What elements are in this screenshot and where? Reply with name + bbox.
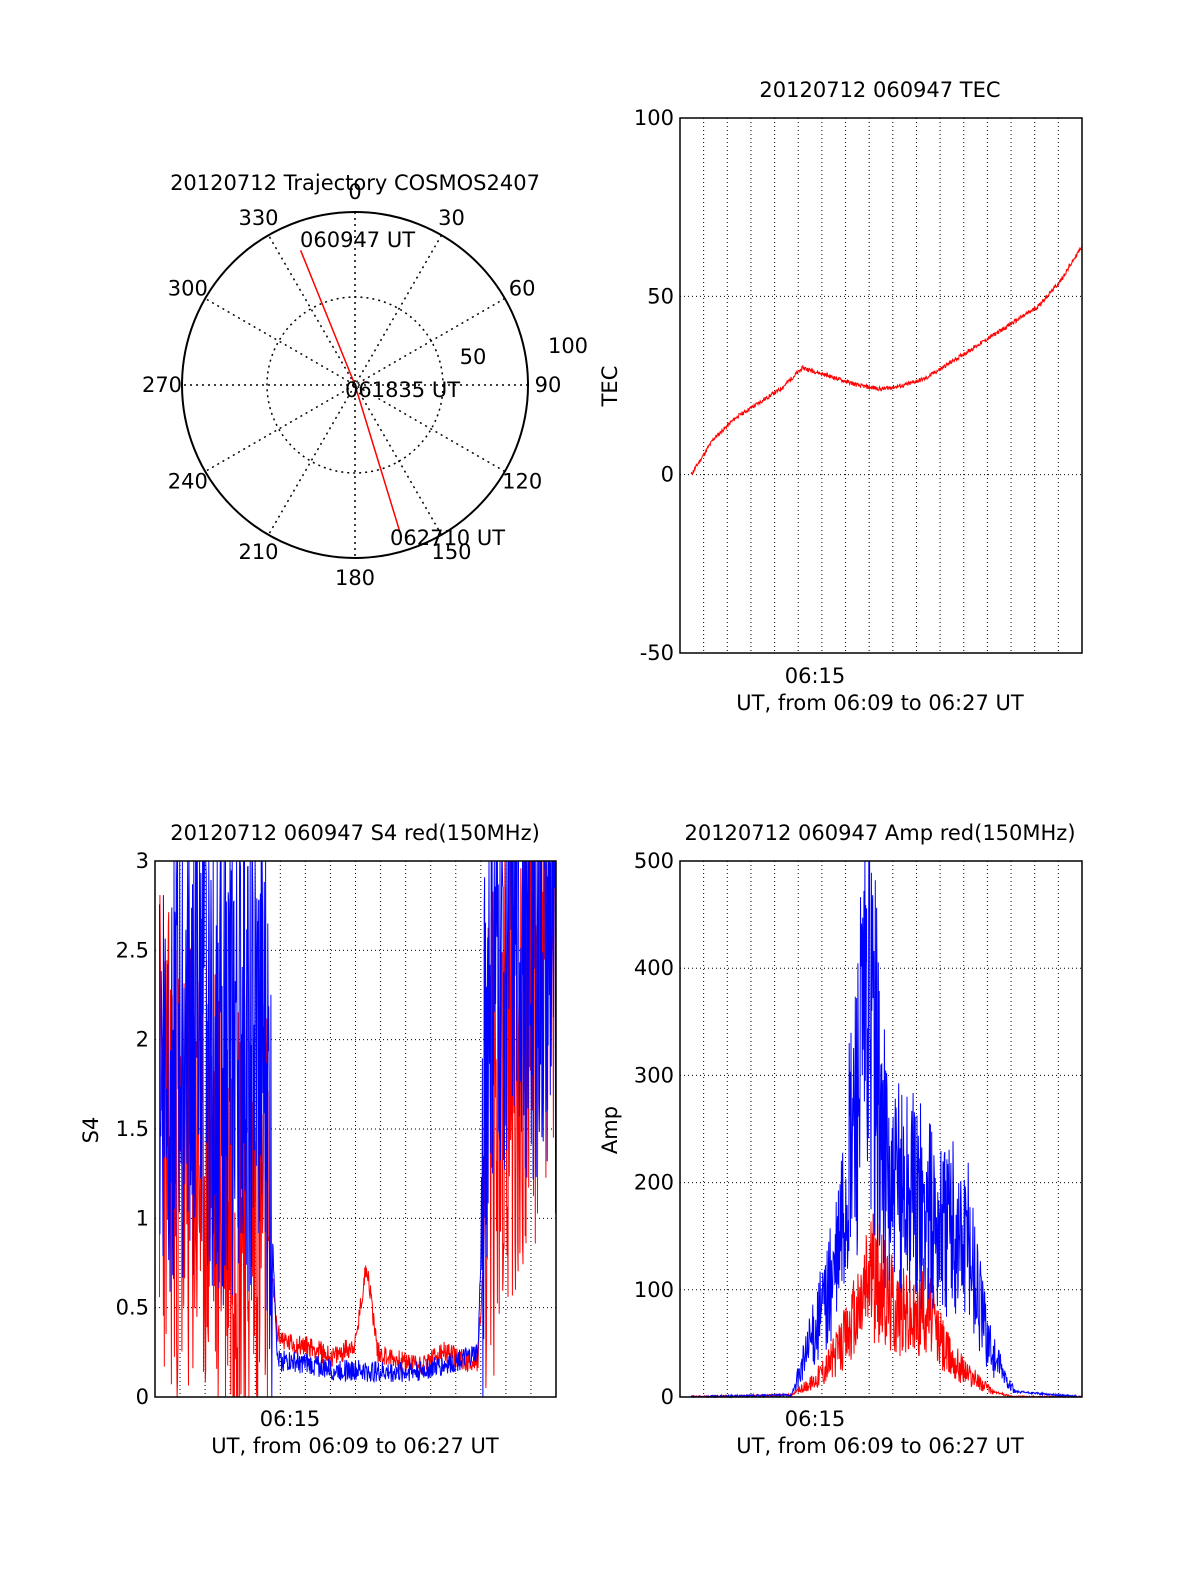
amp-plot-frame [679,860,1083,1398]
p-amp-y-tick-label: 100 [634,1278,674,1302]
polar-azimuth-label-330: 330 [238,206,278,230]
polar-spoke-120 [204,297,506,473]
p-tec-y-tick-label: 0 [661,463,674,487]
tec-chart: 20120712 060947 TEC -50 0 50 100 06:15 UT, … [598,78,1083,715]
trajectory-start-label: 060947 UT [300,228,415,252]
p-tec-y-tick-label: 50 [647,284,674,308]
polar-azimuth-label-210: 210 [238,540,278,564]
p-amp-y-tick-label: 500 [634,849,674,873]
p-amp-series-1 [691,1213,1083,1399]
amp-chart: 20120712 060947 Amp red(150MHz) 0 100 200 3… [598,821,1083,1458]
polar-azimuth-label-60: 60 [509,277,536,301]
polar-spoke-150 [267,234,443,536]
polar-spoke-30 [267,234,443,536]
polar-azimuth-label-240: 240 [168,470,208,494]
p-s4-y-tick-label: 2.5 [116,938,149,962]
tec-x-axis-label: UT, from 06:09 to 06:27 UT [736,691,1024,715]
polar-azimuth-label-0: 0 [348,180,361,204]
tec-x-tick-label: 06:15 [785,664,846,688]
tec-plot-frame [679,117,1083,654]
trajectory-mid-label: 061835 UT [345,378,460,402]
amp-x-axis-label: UT, from 06:09 to 06:27 UT [736,1434,1024,1458]
p-s4-y-tick-label: 1.5 [116,1117,149,1141]
polar-azimuth-label-270: 270 [142,373,182,397]
trajectory-end-label: 062710 UT [390,526,505,550]
polar-spoke-60 [204,297,506,473]
p-amp-y-tick-label: 0 [661,1385,674,1409]
polar-radial-label-50: 50 [460,345,487,369]
p-s4-y-tick-label: 1 [136,1206,149,1230]
amp-x-tick-label: 06:15 [785,1407,846,1431]
p-amp-y-tick-label: 300 [634,1063,674,1087]
p-s4-y-tick-label: 2 [136,1028,149,1052]
trajectory-line [299,250,403,538]
p-s4-y-tick-label: 3 [136,849,149,873]
polar-azimuth-label-180: 180 [335,566,375,590]
p-s4-y-tick-label: 0 [136,1385,149,1409]
polar-title: 20120712 Trajectory COSMOS2407 [170,171,540,195]
p-tec-y-tick-label: 100 [634,106,674,130]
p-tec-series-1 [690,244,1083,475]
s4-plot-frame [154,860,557,1398]
tec-y-axis-label: TEC [598,366,622,408]
polar-azimuth-label-30: 30 [438,206,465,230]
polar-radial-label-100: 100 [548,334,588,358]
s4-title: 20120712 060947 S4 red(150MHz) [170,821,540,845]
polar-azimuth-label-300: 300 [168,277,208,301]
p-tec-y-tick-label: -50 [640,641,674,665]
polar-azimuth-label-90: 90 [535,373,562,397]
p-amp-y-tick-label: 200 [634,1171,674,1195]
p-amp-y-tick-label: 400 [634,956,674,980]
amp-title: 20120712 060947 Amp red(150MHz) [684,821,1075,845]
s4-y-axis-label: S4 [79,1117,103,1144]
polar-azimuth-label-120: 120 [502,470,542,494]
p-s4-y-tick-label: 0.5 [116,1296,149,1320]
tec-title: 20120712 060947 TEC [759,78,1000,102]
polar-trajectory-chart: 20120712 Trajectory COSMOS2407 0 30 60 90 12… [142,171,588,590]
polar-azimuth-label-150: 150 [431,540,471,564]
s4-chart: 20120712 060947 S4 red(150MHz) 0 0.5 1 1.5 2… [79,821,557,1458]
s4-x-tick-label: 06:15 [260,1407,321,1431]
amp-y-axis-label: Amp [598,1106,622,1154]
s4-x-axis-label: UT, from 06:09 to 06:27 UT [211,1434,499,1458]
